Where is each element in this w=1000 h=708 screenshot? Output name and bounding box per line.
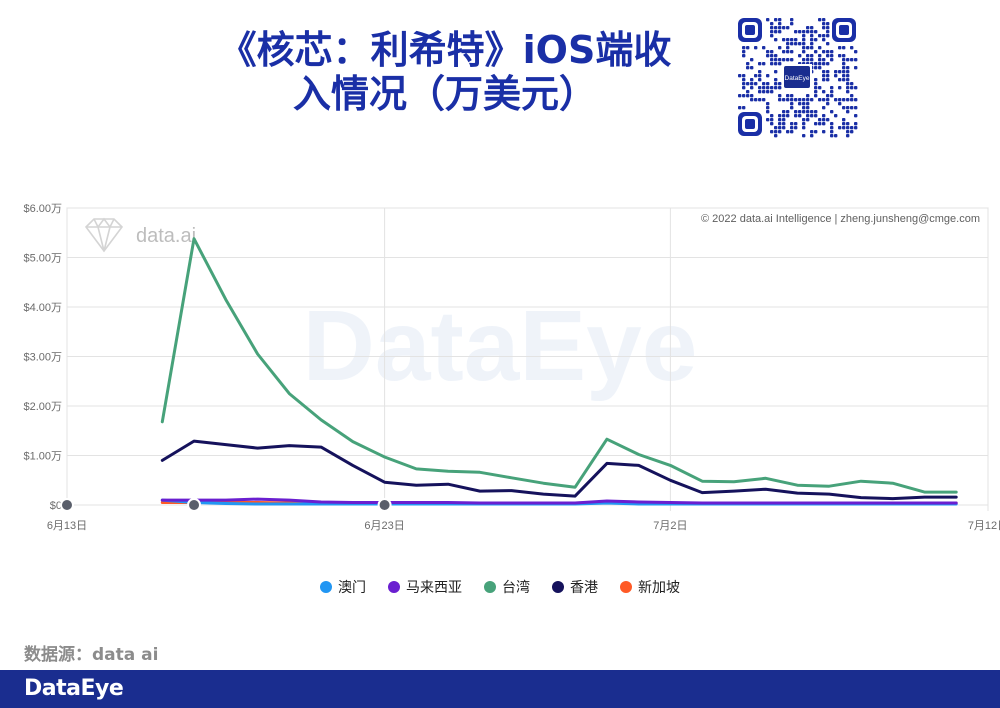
chart-title-line2: 入情况（万美元） bbox=[292, 72, 597, 116]
qr-finder-tr bbox=[832, 18, 856, 42]
legend-swatch bbox=[388, 581, 400, 593]
x-axis: 6月13日 6月23日 7月2日 7月12日 bbox=[47, 520, 1000, 532]
y-tick-label: $2.00万 bbox=[23, 401, 62, 413]
series-line-4 bbox=[160, 439, 958, 501]
legend-label: 马来西亚 bbox=[406, 580, 462, 596]
legend-swatch bbox=[320, 581, 332, 593]
y-tick-label: $1.00万 bbox=[23, 451, 62, 463]
y-tick-label: $3.00万 bbox=[23, 352, 62, 364]
legend-label: 香港 bbox=[570, 580, 598, 596]
chart-legend: 澳门 马来西亚 台湾 香港 新加坡 bbox=[0, 575, 1000, 599]
watermark: DataEye data.ai bbox=[84, 217, 698, 402]
x-tick-label: 6月13日 bbox=[47, 520, 87, 532]
legend-item[interactable]: 新加坡 bbox=[620, 577, 680, 597]
data-source: 数据源：data ai bbox=[24, 645, 159, 665]
qr-logo-text: DataEye bbox=[785, 75, 810, 82]
legend-item[interactable]: 马来西亚 bbox=[388, 577, 462, 597]
qr-finder-bl bbox=[738, 112, 762, 136]
y-axis: $0 $1.00万 $2.00万 $3.00万 $4.00万 $5.00万 $6.00万 bbox=[23, 203, 62, 512]
y-tick-label: $0 bbox=[50, 500, 62, 512]
legend-label: 澳门 bbox=[338, 580, 366, 596]
event-marker[interactable] bbox=[60, 498, 74, 512]
legend-label: 新加坡 bbox=[638, 580, 680, 596]
x-tick-label: 6月23日 bbox=[364, 520, 404, 532]
legend-label: 台湾 bbox=[502, 580, 530, 596]
qr-finder-tl bbox=[738, 18, 762, 42]
chart-title: 《核芯：利希特》iOS端收 入情况（万美元） bbox=[150, 28, 740, 116]
legend-swatch bbox=[552, 581, 564, 593]
line-chart: DataEye data.ai © 2022 data.ai Intellige… bbox=[23, 203, 1000, 532]
series-line-3 bbox=[160, 237, 958, 494]
legend-item[interactable]: 澳门 bbox=[320, 577, 366, 597]
qr-code: DataEye bbox=[736, 16, 858, 138]
x-tick-label: 7月2日 bbox=[653, 520, 687, 532]
legend-item[interactable]: 台湾 bbox=[484, 577, 530, 597]
diamond-icon bbox=[84, 217, 124, 253]
event-marker[interactable] bbox=[377, 498, 392, 512]
dataeye-watermark: DataEye bbox=[303, 290, 698, 402]
legend-item[interactable]: 香港 bbox=[552, 577, 598, 597]
x-tick-label: 7月12日 bbox=[968, 520, 1000, 532]
footer-bar: DataEye bbox=[0, 670, 1000, 708]
y-tick-label: $4.00万 bbox=[23, 302, 62, 314]
copyright-text: © 2022 data.ai Intelligence | zheng.juns… bbox=[701, 213, 980, 225]
footer-logo: DataEye bbox=[24, 676, 124, 701]
chart-title-line1: 《核芯：利希特》iOS端收 bbox=[218, 28, 672, 72]
legend-swatch bbox=[484, 581, 496, 593]
legend-swatch bbox=[620, 581, 632, 593]
y-tick-label: $6.00万 bbox=[23, 203, 62, 215]
data-ai-watermark: data.ai bbox=[136, 225, 196, 247]
series bbox=[160, 237, 958, 506]
y-tick-label: $5.00万 bbox=[23, 253, 62, 265]
event-marker[interactable] bbox=[187, 498, 202, 512]
event-markers bbox=[60, 498, 392, 512]
series-line-2 bbox=[160, 497, 958, 505]
